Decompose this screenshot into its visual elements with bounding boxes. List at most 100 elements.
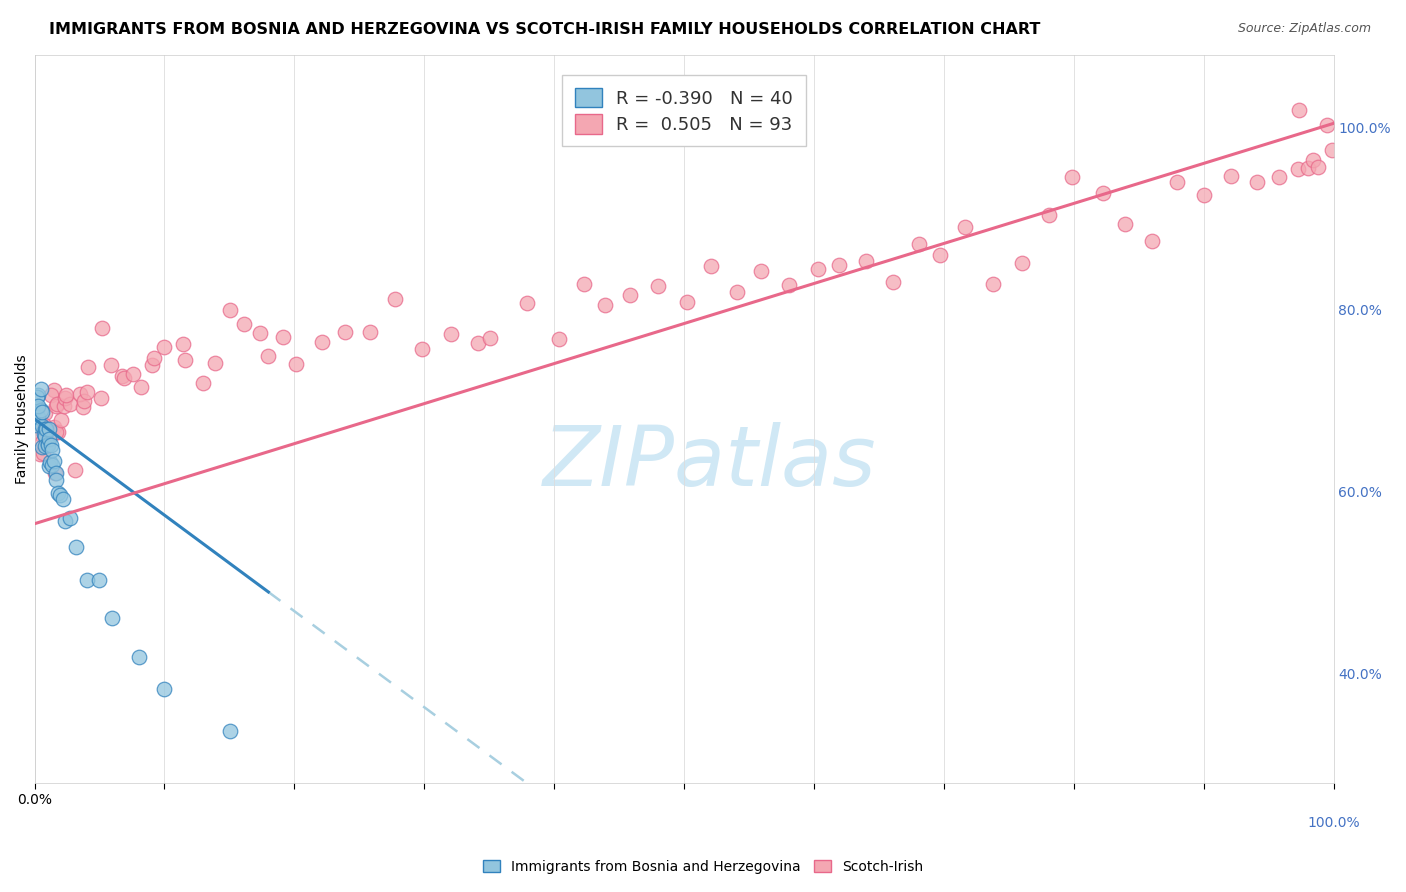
Point <box>25 417 48 432</box>
Point <box>72 400 94 414</box>
Point <box>233 317 256 331</box>
Point <box>440 327 463 342</box>
Point <box>284 357 307 371</box>
Point <box>65 463 87 477</box>
Point <box>1166 175 1188 189</box>
Text: 100.0%: 100.0% <box>1308 816 1360 830</box>
Point <box>204 356 226 370</box>
Point <box>1140 234 1163 248</box>
Point <box>1286 161 1309 176</box>
Point <box>35 423 58 437</box>
Point <box>128 649 150 664</box>
Point <box>516 295 538 310</box>
Point <box>100 358 122 372</box>
Point <box>77 359 100 374</box>
Point <box>37 437 59 451</box>
Point <box>129 380 152 394</box>
Point <box>1038 208 1060 222</box>
Point <box>39 438 62 452</box>
Point <box>384 292 406 306</box>
Point <box>76 573 98 587</box>
Point <box>1114 217 1136 231</box>
Point <box>38 426 60 441</box>
Point <box>31 405 53 419</box>
Point <box>59 511 82 525</box>
Point <box>31 434 53 449</box>
Point <box>1302 153 1324 167</box>
Point <box>59 397 82 411</box>
Point <box>46 397 69 411</box>
Point <box>122 367 145 381</box>
Point <box>38 422 60 436</box>
Point <box>34 423 56 437</box>
Point <box>828 258 851 272</box>
Point <box>218 302 240 317</box>
Point <box>27 409 49 424</box>
Point <box>31 446 53 460</box>
Point <box>311 335 333 350</box>
Point <box>90 391 112 405</box>
Point <box>48 425 70 439</box>
Point <box>101 610 124 624</box>
Point <box>90 321 112 335</box>
Point <box>1316 119 1339 133</box>
Point <box>647 279 669 293</box>
Point <box>31 440 53 454</box>
Point <box>855 253 877 268</box>
Point <box>45 473 67 487</box>
Point <box>1268 170 1291 185</box>
Legend: Immigrants from Bosnia and Herzegovina, Scotch-Irish: Immigrants from Bosnia and Herzegovina, … <box>477 853 929 880</box>
Point <box>34 439 56 453</box>
Point <box>44 384 66 398</box>
Point <box>143 351 166 366</box>
Point <box>141 358 163 372</box>
Point <box>34 422 56 436</box>
Point <box>1288 103 1310 117</box>
Point <box>27 425 49 440</box>
Point <box>34 406 56 420</box>
Point <box>52 492 75 507</box>
Point <box>32 426 55 441</box>
Point <box>42 453 65 467</box>
Point <box>38 458 60 473</box>
Point <box>1062 169 1084 184</box>
Point <box>37 437 59 451</box>
Point <box>38 432 60 446</box>
Point <box>1192 188 1215 202</box>
Point <box>39 387 62 401</box>
Point <box>807 261 830 276</box>
Point <box>778 278 800 293</box>
Point <box>49 488 72 502</box>
Point <box>153 681 176 696</box>
Point <box>69 387 91 401</box>
Point <box>41 442 63 457</box>
Point <box>30 403 52 417</box>
Point <box>112 371 135 385</box>
Point <box>53 399 76 413</box>
Point <box>27 401 49 416</box>
Point <box>751 264 773 278</box>
Y-axis label: Family Households: Family Households <box>15 354 30 483</box>
Point <box>30 382 52 396</box>
Point <box>174 352 197 367</box>
Point <box>34 421 56 435</box>
Point <box>1246 175 1268 189</box>
Point <box>76 385 98 400</box>
Point <box>34 417 56 432</box>
Point <box>46 486 69 500</box>
Point <box>65 540 87 554</box>
Point <box>45 467 67 481</box>
Point <box>34 429 56 443</box>
Point <box>55 387 77 401</box>
Point <box>49 413 72 427</box>
Point <box>479 331 502 345</box>
Point <box>1296 161 1319 175</box>
Point <box>359 325 381 339</box>
Text: Source: ZipAtlas.com: Source: ZipAtlas.com <box>1237 22 1371 36</box>
Point <box>111 368 134 383</box>
Point <box>700 260 723 274</box>
Point <box>89 573 111 587</box>
Point <box>1011 256 1033 270</box>
Point <box>619 287 641 301</box>
Point <box>44 420 66 434</box>
